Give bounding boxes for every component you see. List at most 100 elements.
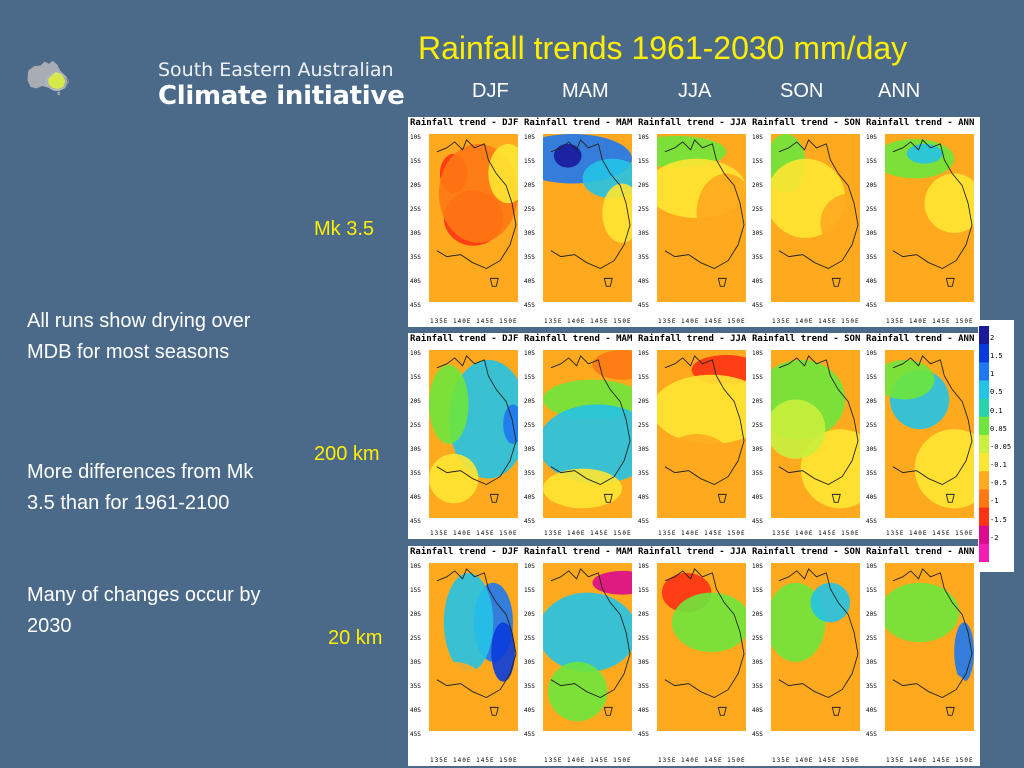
lat-tick-label: 45S <box>638 518 649 525</box>
map-panel-mk35-son: Rainfall trend - SON 10S 15S 20S 25S 30S 35S 40… <box>750 117 860 327</box>
lat-tick-label: 40S <box>410 278 421 285</box>
lat-tick-label: 25S <box>752 635 763 642</box>
colorbar-tick-label: -1.5 <box>990 515 1007 524</box>
lon-tick-labels: 135E 140E 145E 150E 15 <box>544 530 632 537</box>
colorbar-tick-label: -1 <box>990 497 999 506</box>
lat-tick-label: 35S <box>638 683 649 690</box>
coastline <box>664 355 745 485</box>
lat-tick-label: 20S <box>638 398 649 405</box>
panel-title: Rainfall trend - JJA 1 <box>638 547 746 557</box>
lat-tick-label: 35S <box>752 470 763 477</box>
colorbar-tick-label: 2 <box>990 334 995 342</box>
tasmania-outline <box>945 277 955 287</box>
lat-tick-label: 25S <box>752 206 763 213</box>
rainfall-contour-map <box>543 350 632 519</box>
lat-tick-label: 15S <box>638 587 649 594</box>
map-panel-mk35-mam: Rainfall trend - MAM 10S 15S 20S 25S 30S 35S 40… <box>522 117 632 327</box>
colorbar-segment <box>979 434 989 454</box>
lat-tick-label: 40S <box>524 278 535 285</box>
row-label-20km: 20 km <box>328 627 383 649</box>
rainfall-contour-map <box>543 563 632 732</box>
map-panel-20km-ann: Rainfall trend - ANN 196 10S 15S 20S 25S 30S 3… <box>864 546 974 766</box>
coastline <box>550 355 631 485</box>
tasmania-outline <box>489 277 499 287</box>
lat-tick-label: 45S <box>638 302 649 309</box>
lat-tick-label: 30S <box>638 230 649 237</box>
highlight-ellipse <box>45 73 69 91</box>
colorbar-tick-label: -0.1 <box>990 461 1007 470</box>
lat-tick-label: 30S <box>752 659 763 666</box>
panel-title: Rainfall trend - JJA 19 <box>638 334 746 344</box>
panel-title: Rainfall trend - SON 1 <box>752 334 860 344</box>
lat-tick-label: 45S <box>524 731 535 738</box>
lat-tick-label: 35S <box>638 254 649 261</box>
lat-tick-label: 35S <box>524 683 535 690</box>
lat-tick-label: 20S <box>866 182 877 189</box>
map-panel-200km-djf: Rainfall trend - DJF 1 10S 15S 20S 25S 30S 35S… <box>408 333 518 539</box>
lat-tick-label: 40S <box>866 707 877 714</box>
panel-title: Rainfall trend - ANN 196 <box>866 334 974 344</box>
tasmania-outline <box>603 706 613 716</box>
lat-tick-label: 10S <box>752 350 763 357</box>
coastline <box>892 355 973 485</box>
lat-tick-label: 20S <box>524 398 535 405</box>
coastline <box>778 355 859 485</box>
tasmania-icon <box>57 92 61 96</box>
lat-tick-label: 35S <box>752 254 763 261</box>
colorbar-tick-label: -2 <box>990 533 999 542</box>
lon-tick-labels: 135E 140E 145E 150E 15 <box>430 318 518 325</box>
map-panel-200km-jja: Rainfall trend - JJA 19 10S 15S 20S 25S 30S 35… <box>636 333 746 539</box>
lat-tick-label: 30S <box>410 659 421 666</box>
panel-title: Rainfall trend - DJF 1 <box>410 547 518 557</box>
coastline <box>550 139 631 269</box>
colorbar-tick-label: 1 <box>990 370 995 379</box>
colorbar-legend: 2 1.5 1 0.5 0.1 0.05 -0.05 -0.1 -0.5 -1 -1.5 -2 <box>978 320 1014 572</box>
south-east-region-icon <box>48 72 66 90</box>
lat-tick-label: 25S <box>524 635 535 642</box>
lat-tick-label: 30S <box>524 230 535 237</box>
rainfall-contour-map <box>429 134 518 303</box>
lat-tick-label: 30S <box>866 230 877 237</box>
colorbar-segment <box>979 380 989 400</box>
map-panel-200km-son: Rainfall trend - SON 1 10S 15S 20S 25S 30S 35S… <box>750 333 860 539</box>
tasmania-outline <box>831 493 841 503</box>
lat-tick-label: 15S <box>866 158 877 165</box>
lat-tick-label: 15S <box>524 587 535 594</box>
tasmania-outline <box>489 706 499 716</box>
lat-tick-label: 45S <box>410 302 421 309</box>
lat-tick-label: 10S <box>638 350 649 357</box>
season-label-ann: ANN <box>878 80 921 102</box>
panel-row-mk35: Rainfall trend - DJF 1 10S 15S 20S 25S 30S 35S… <box>408 117 980 327</box>
tasmania-outline <box>717 277 727 287</box>
colorbar-tick-label: 1.5 <box>990 352 1003 361</box>
map-panel-20km-jja: Rainfall trend - JJA 1 10S 15S 20S 25S 30S 35S… <box>636 546 746 766</box>
panel-title: Rainfall trend - MAM <box>524 547 632 557</box>
lon-tick-labels: 135E 140E 145E 150E 15 <box>886 318 974 325</box>
rainfall-contour-map <box>657 350 746 519</box>
lat-tick-label: 15S <box>410 587 421 594</box>
row-label-200km: 200 km <box>314 443 380 465</box>
lat-tick-label: 25S <box>410 422 421 429</box>
lon-tick-labels: 135E 140E 145E 150E 15 <box>430 530 518 537</box>
rainfall-contour-map <box>429 350 518 519</box>
colorbar-segment <box>979 416 989 436</box>
lat-tick-label: 10S <box>866 134 877 141</box>
colorbar-scale <box>979 326 989 562</box>
lat-tick-label: 15S <box>752 158 763 165</box>
map-panel-20km-djf: Rainfall trend - DJF 1 10S 15S 20S 25S 30S 35S… <box>408 546 518 766</box>
lat-tick-label: 10S <box>752 563 763 570</box>
lat-tick-label: 10S <box>638 563 649 570</box>
lon-tick-labels: 135E 140E 145E 150E 15 <box>772 757 860 764</box>
lon-tick-labels: 135E 140E 145E 150E 15 <box>658 530 746 537</box>
lon-tick-labels: 135E 140E 145E 150E 15 <box>658 318 746 325</box>
lat-tick-label: 20S <box>638 182 649 189</box>
lat-tick-label: 10S <box>866 350 877 357</box>
lat-tick-label: 20S <box>752 398 763 405</box>
colorbar-segment <box>979 489 989 509</box>
rainfall-contour-map <box>885 350 974 519</box>
lat-tick-label: 30S <box>866 659 877 666</box>
lat-tick-label: 40S <box>866 494 877 501</box>
lat-tick-label: 45S <box>524 302 535 309</box>
lat-tick-label: 40S <box>638 278 649 285</box>
tasmania-outline <box>831 277 841 287</box>
